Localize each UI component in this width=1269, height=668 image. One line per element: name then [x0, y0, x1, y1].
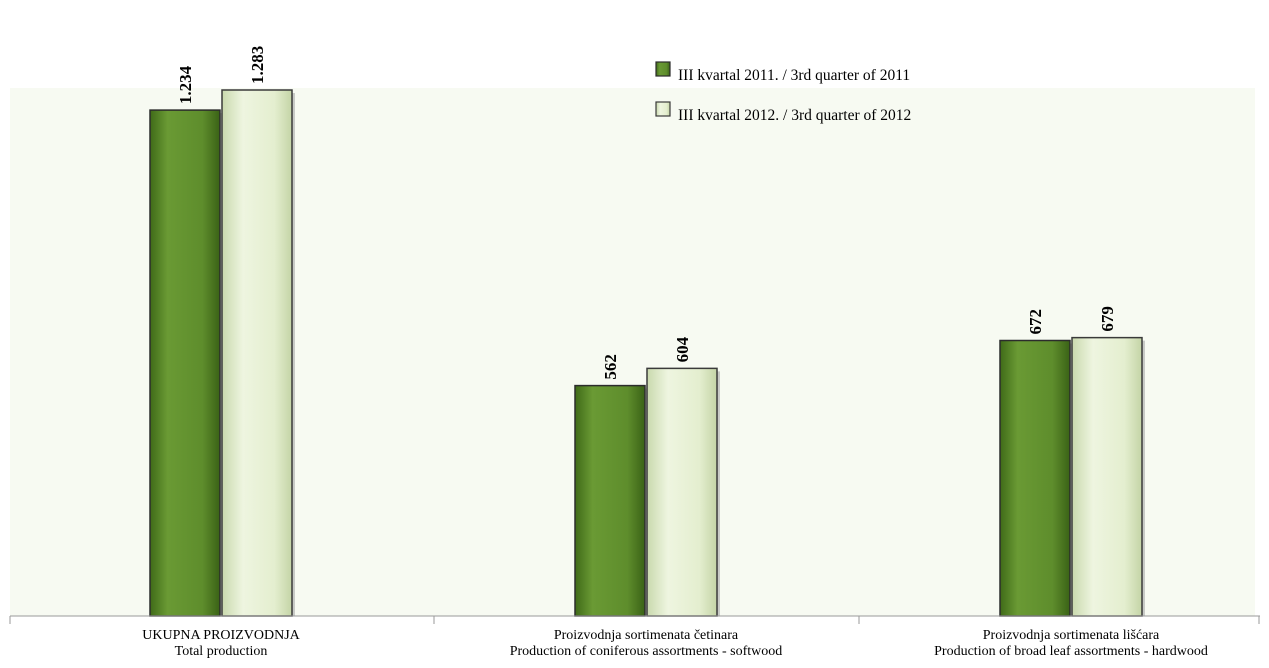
legend-label: III kvartal 2011. / 3rd quarter of 2011 [678, 67, 910, 84]
category-label: Production of broad leaf assortments - h… [934, 644, 1208, 659]
x-axis-ticks [9, 616, 1260, 624]
category-label: Proizvodnja sortimenata lišćara [983, 628, 1160, 643]
bar-2011-cat-3 [999, 339, 1071, 617]
data-label: 1.283 [248, 46, 267, 84]
bar-2012-cat-3 [1071, 336, 1143, 617]
legend-swatch [655, 61, 671, 77]
data-label: 604 [673, 336, 692, 362]
category-label: Total production [175, 644, 268, 659]
data-label: 1.234 [176, 65, 195, 104]
bar-2011-cat-2 [574, 384, 646, 617]
category-label: Proizvodnja sortimenata četinara [554, 628, 739, 643]
bar-2011-cat-1 [149, 109, 221, 617]
bar-2012-cat-2 [646, 367, 718, 617]
legend: III kvartal 2011. / 3rd quarter of 2011 I… [655, 61, 911, 124]
legend-label: III kvartal 2012. / 3rd quarter of 2012 [678, 107, 911, 124]
data-label: 672 [1026, 309, 1045, 335]
value-labels-layer: 1.234 1.283 562 604 672 679 [176, 46, 1117, 380]
data-label: 679 [1098, 306, 1117, 332]
bar-2012-cat-1 [221, 89, 293, 617]
category-label: Production of coniferous assortments - s… [510, 644, 783, 659]
category-label: UKUPNA PROIZVODNJA [142, 628, 300, 643]
legend-swatch [655, 101, 671, 117]
data-label: 562 [601, 354, 620, 380]
bars-layer [149, 89, 1145, 617]
